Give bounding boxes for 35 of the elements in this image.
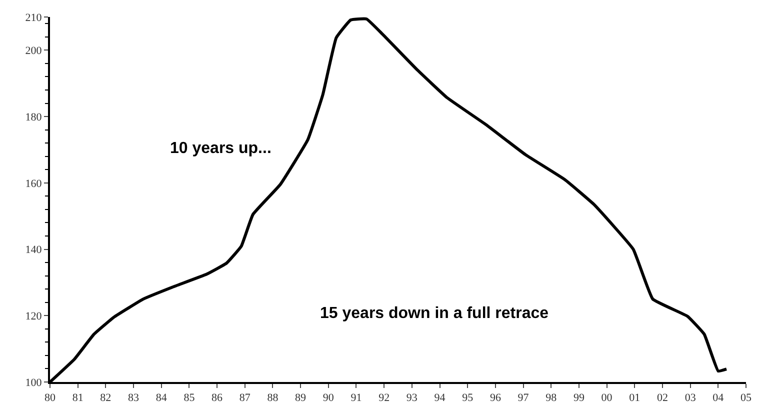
x-tick-label: 91	[350, 392, 362, 404]
x-tick-label: 92	[378, 392, 390, 404]
x-tick-label: 80	[44, 392, 56, 404]
x-tick-label: 99	[573, 392, 585, 404]
x-tick-label: 86	[212, 392, 224, 404]
annotation: 15 years down in a full retrace	[320, 305, 549, 322]
x-tick-label: 04	[712, 392, 724, 404]
x-tick-label: 05	[740, 392, 752, 404]
x-tick-label: 93	[406, 392, 418, 404]
y-tick-label: 120	[25, 310, 42, 322]
x-tick-label: 97	[518, 392, 530, 404]
x-tick-label: 82	[100, 392, 112, 404]
x-tick-label: 87	[239, 392, 251, 404]
x-tick-label: 96	[490, 392, 502, 404]
x-tick-label: 83	[128, 392, 140, 404]
annotation: 10 years up...	[170, 140, 272, 157]
y-tick-label: 200	[25, 45, 42, 58]
x-tick-label: 88	[267, 392, 279, 404]
y-tick-label: 160	[25, 178, 42, 190]
x-tick-label: 85	[184, 392, 196, 404]
x-tick-label: 01	[629, 392, 640, 404]
x-tick-label: 81	[72, 392, 84, 404]
x-tick-label: 95	[462, 392, 474, 404]
y-tick-label: 100	[25, 376, 42, 389]
x-tick-label: 03	[684, 392, 696, 404]
y-tick-label: 140	[25, 244, 42, 256]
x-tick-label: 89	[295, 392, 307, 404]
y-tick-label: 210	[25, 12, 42, 24]
y-tick-label: 180	[25, 111, 42, 124]
x-tick-label: 84	[156, 392, 168, 404]
x-tick-label: 94	[434, 392, 446, 404]
x-tick-label: 00	[601, 392, 613, 404]
x-tick-label: 02	[656, 392, 668, 404]
x-tick-label: 98	[546, 392, 558, 404]
x-tick-label: 90	[322, 392, 334, 404]
